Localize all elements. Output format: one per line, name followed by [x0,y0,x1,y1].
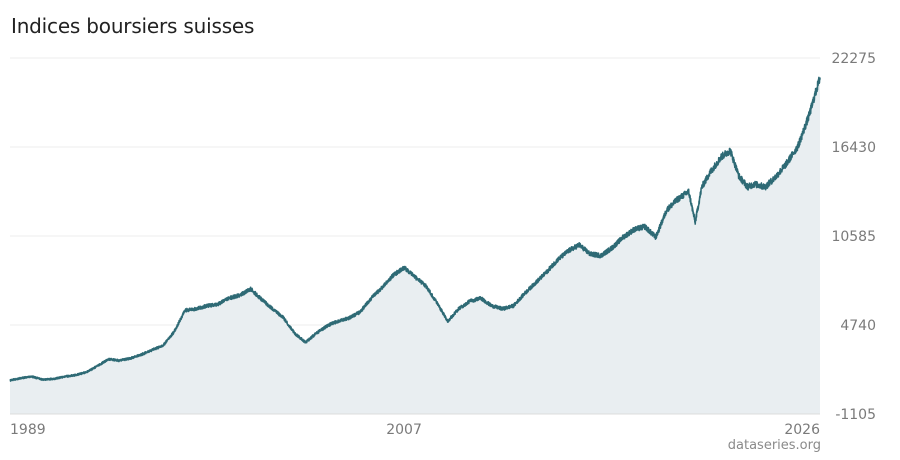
source-credit: dataseries.org [727,438,821,453]
x-tick-label: 2026 [784,422,820,438]
series-line [9,76,821,382]
y-tick-label: 10585 [831,229,876,245]
x-tick-label: 1989 [10,422,46,438]
y-tick-label: 16430 [831,140,876,156]
x-tick-label: 2007 [386,422,422,438]
y-tick-label: -1105 [835,407,876,423]
y-axis-ticks: 22275 16430 10585 4740 -1105 [831,51,876,423]
y-tick-label: 22275 [831,51,876,67]
x-axis-ticks: 1989 2007 2026 [10,422,820,438]
chart-title: Indices boursiers suisses [11,14,255,38]
series-area-fill [10,77,820,414]
y-tick-label: 4740 [840,318,876,334]
